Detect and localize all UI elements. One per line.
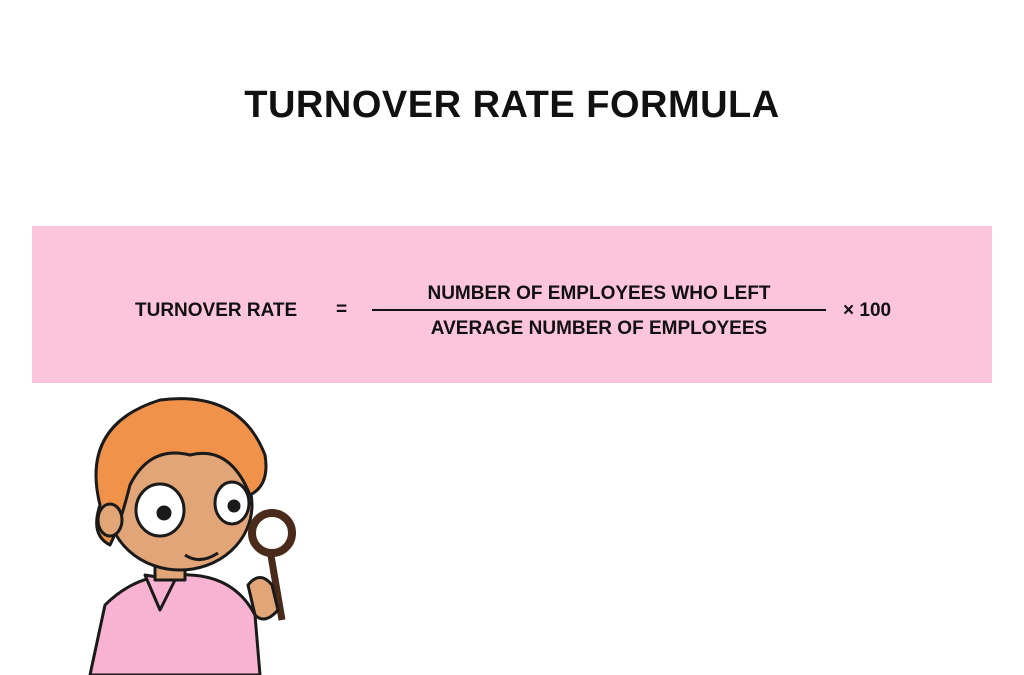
formula-box [32,226,992,383]
page-title: TURNOVER RATE FORMULA [244,84,780,126]
equals-sign: = [336,299,348,320]
woman-with-magnifying-glass-illustration [88,397,296,675]
formula-lhs: TURNOVER RATE [135,300,298,321]
formula-denominator: AVERAGE NUMBER OF EMPLOYEES [430,318,768,339]
formula-numerator: NUMBER OF EMPLOYEES WHO LEFT [427,283,771,304]
formula-multiplier: × 100 [843,300,892,321]
fraction-bar [372,309,826,311]
